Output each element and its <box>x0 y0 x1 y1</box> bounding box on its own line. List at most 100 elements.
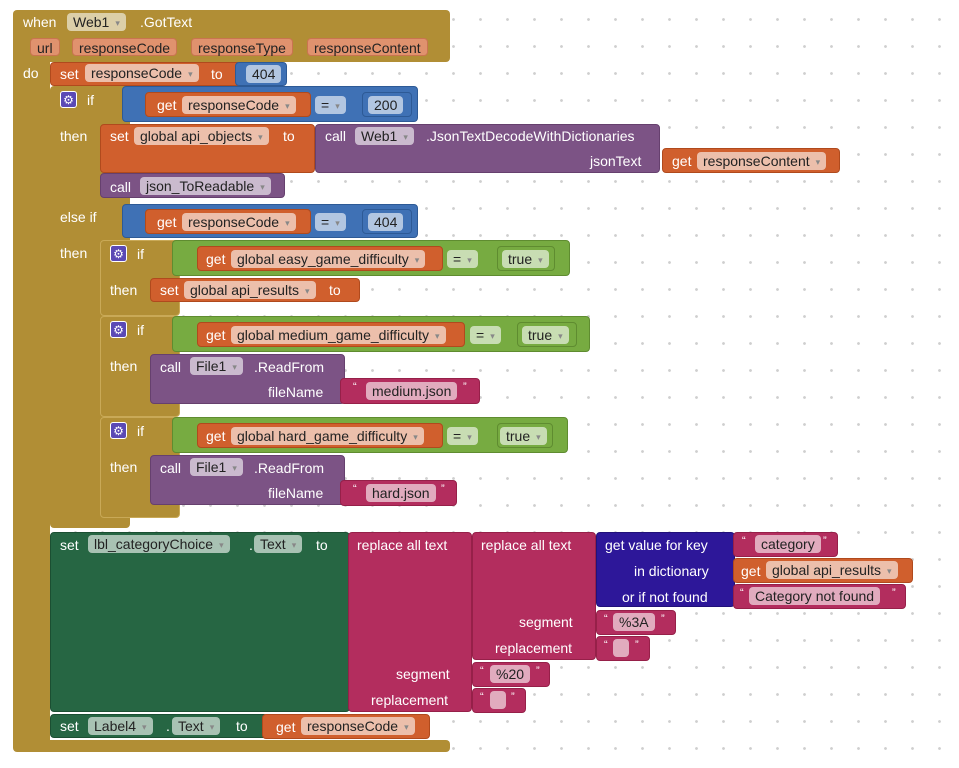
get-label: get <box>206 327 226 343</box>
text-field[interactable]: medium.json <box>366 382 458 400</box>
replacement-label: replacement <box>371 692 449 708</box>
param-url[interactable]: url <box>30 38 60 56</box>
component-dropdown[interactable]: File1 ▾ <box>190 357 243 375</box>
if-label: if <box>137 322 144 338</box>
to-label: to <box>316 537 328 553</box>
quote-close: ” <box>661 613 665 625</box>
component-dropdown[interactable]: Web1 ▾ <box>355 127 414 145</box>
component-dropdown[interactable]: lbl_categoryChoice ▾ <box>88 535 230 553</box>
replace-all-outer-block[interactable] <box>348 532 472 712</box>
to-label: to <box>211 66 223 82</box>
get-label: get <box>206 428 226 444</box>
to-label: to <box>283 128 295 144</box>
then-label: then <box>60 245 88 261</box>
set-label: set <box>60 66 79 82</box>
notfound-label: or if not found <box>622 589 708 605</box>
set-label: set <box>110 128 129 144</box>
gear-icon[interactable]: ⚙ <box>60 91 77 108</box>
operator-dropdown[interactable]: = ▾ <box>315 96 346 114</box>
get-label: get <box>672 153 692 169</box>
event-body-bar <box>13 58 50 748</box>
var-dropdown[interactable]: global api_results ▾ <box>766 561 898 579</box>
when-label: when <box>23 14 57 30</box>
var-dropdown[interactable]: responseCode ▾ <box>301 717 415 735</box>
var-dropdown[interactable]: responseCode ▾ <box>85 64 199 82</box>
quote-close: ” <box>441 483 445 495</box>
text-field[interactable]: %20 <box>490 665 531 683</box>
text-field[interactable]: Category not found <box>749 587 881 605</box>
get-label: get <box>206 251 226 267</box>
dot-label: . <box>166 718 170 734</box>
gear-icon[interactable]: ⚙ <box>110 321 127 338</box>
quote-close: ” <box>536 665 540 677</box>
text-field[interactable] <box>490 691 506 709</box>
component-dropdown[interactable]: Label4 ▾ <box>88 717 153 735</box>
segment-label: segment <box>519 614 573 630</box>
get-label: get <box>276 719 296 735</box>
method-label: .JsonTextDecodeWithDictionaries <box>426 128 635 144</box>
text-field[interactable] <box>613 639 629 657</box>
key-label: get value for key <box>605 537 708 553</box>
boolean-dropdown[interactable]: true ▾ <box>502 250 549 268</box>
var-dropdown[interactable]: global medium_game_difficulty ▾ <box>231 326 446 344</box>
quote-open: “ <box>480 665 484 677</box>
quote-open: “ <box>604 639 608 651</box>
quote-close: ” <box>892 587 896 599</box>
number-field[interactable]: 404 <box>368 213 404 231</box>
number-field[interactable]: 200 <box>368 96 404 114</box>
method-label: .ReadFrom <box>254 359 325 375</box>
var-dropdown[interactable]: global api_objects ▾ <box>134 127 269 145</box>
call-readfrom-block[interactable] <box>150 354 345 404</box>
quote-open: “ <box>740 587 744 599</box>
if-label: if <box>137 423 144 439</box>
var-dropdown[interactable]: responseCode ▾ <box>182 96 296 114</box>
arg-label: fileName <box>268 384 324 400</box>
operator-dropdown[interactable]: = ▾ <box>315 213 346 231</box>
boolean-dropdown[interactable]: true ▾ <box>522 326 569 344</box>
param-responsecode[interactable]: responseCode <box>72 38 178 56</box>
component-dropdown[interactable]: Web1 ▾ <box>67 13 126 31</box>
set-label: set <box>60 718 79 734</box>
then-label: then <box>60 128 88 144</box>
param-responsecontent[interactable]: responseContent <box>307 38 428 56</box>
gear-icon[interactable]: ⚙ <box>110 245 127 262</box>
property-dropdown[interactable]: Text ▾ <box>172 717 221 735</box>
text-field[interactable]: category <box>755 535 821 553</box>
then-label: then <box>110 459 138 475</box>
dot-label: . <box>249 537 253 553</box>
dictionary-lookup-block[interactable] <box>596 532 735 607</box>
if-label: if <box>137 246 144 262</box>
call-label: call <box>325 128 347 144</box>
operator-dropdown[interactable]: = ▾ <box>470 326 501 344</box>
component-dropdown[interactable]: File1 ▾ <box>190 458 243 476</box>
var-dropdown[interactable]: global hard_game_difficulty ▾ <box>231 427 424 445</box>
replacement-label: replacement <box>495 640 573 656</box>
var-dropdown[interactable]: global api_results ▾ <box>184 281 316 299</box>
set-lbl-text-block[interactable] <box>50 532 350 712</box>
operator-dropdown[interactable]: = ▾ <box>447 427 478 445</box>
quote-close: ” <box>511 691 515 703</box>
property-dropdown[interactable]: Text ▾ <box>254 535 303 553</box>
do-label: do <box>23 65 39 81</box>
quote-close: ” <box>823 535 827 547</box>
boolean-dropdown[interactable]: true ▾ <box>500 427 547 445</box>
method-label: .ReadFrom <box>254 460 325 476</box>
var-dropdown[interactable]: responseCode ▾ <box>182 213 296 231</box>
arg-label: jsonText <box>590 153 642 169</box>
gear-icon[interactable]: ⚙ <box>110 422 127 439</box>
to-label: to <box>236 718 248 734</box>
text-field[interactable]: %3A <box>613 613 655 631</box>
number-field[interactable]: 404 <box>246 65 282 83</box>
call-label: call <box>160 359 182 375</box>
call-readfrom-block[interactable] <box>150 455 345 505</box>
var-dropdown[interactable]: responseContent ▾ <box>697 152 827 170</box>
replace-all-inner-block[interactable] <box>472 532 596 660</box>
call-label: call <box>110 179 132 195</box>
quote-open: “ <box>604 613 608 625</box>
param-responsetype[interactable]: responseType <box>191 38 293 56</box>
var-dropdown[interactable]: global easy_game_difficulty ▾ <box>231 250 426 268</box>
procedure-dropdown[interactable]: json_ToReadable ▾ <box>140 177 271 195</box>
operator-dropdown[interactable]: = ▾ <box>447 250 478 268</box>
get-label: get <box>157 97 177 113</box>
text-field[interactable]: hard.json <box>366 484 436 502</box>
